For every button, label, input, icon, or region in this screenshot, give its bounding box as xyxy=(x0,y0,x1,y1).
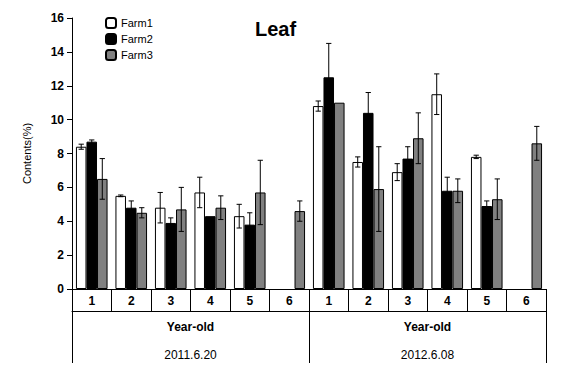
svg-text:Year-old: Year-old xyxy=(404,320,451,334)
svg-text:Year-old: Year-old xyxy=(167,320,214,334)
svg-text:Leaf: Leaf xyxy=(255,18,296,40)
svg-text:2: 2 xyxy=(57,248,64,262)
svg-text:2011.6.20: 2011.6.20 xyxy=(164,348,217,362)
svg-text:6: 6 xyxy=(57,180,64,194)
svg-text:8: 8 xyxy=(57,147,64,161)
svg-text:6: 6 xyxy=(286,294,293,308)
svg-text:Farm2: Farm2 xyxy=(121,33,153,45)
svg-text:2012.6.08: 2012.6.08 xyxy=(401,348,455,362)
svg-text:3: 3 xyxy=(167,294,174,308)
svg-text:2: 2 xyxy=(365,294,372,308)
svg-text:16: 16 xyxy=(51,11,65,25)
svg-text:3: 3 xyxy=(404,294,411,308)
svg-text:5: 5 xyxy=(483,294,490,308)
svg-text:Contents(%): Contents(%) xyxy=(21,123,33,184)
svg-text:4: 4 xyxy=(57,214,64,228)
svg-text:Farm1: Farm1 xyxy=(121,17,153,29)
svg-text:1: 1 xyxy=(88,294,95,308)
svg-text:1: 1 xyxy=(325,294,332,308)
svg-text:0: 0 xyxy=(57,282,64,296)
svg-text:Farm3: Farm3 xyxy=(121,49,153,61)
svg-text:12: 12 xyxy=(51,79,65,93)
svg-text:4: 4 xyxy=(207,294,214,308)
svg-text:2: 2 xyxy=(128,294,135,308)
svg-text:6: 6 xyxy=(523,294,530,308)
svg-text:10: 10 xyxy=(51,113,65,127)
svg-text:14: 14 xyxy=(51,45,65,59)
svg-text:4: 4 xyxy=(444,294,451,308)
svg-text:5: 5 xyxy=(246,294,253,308)
